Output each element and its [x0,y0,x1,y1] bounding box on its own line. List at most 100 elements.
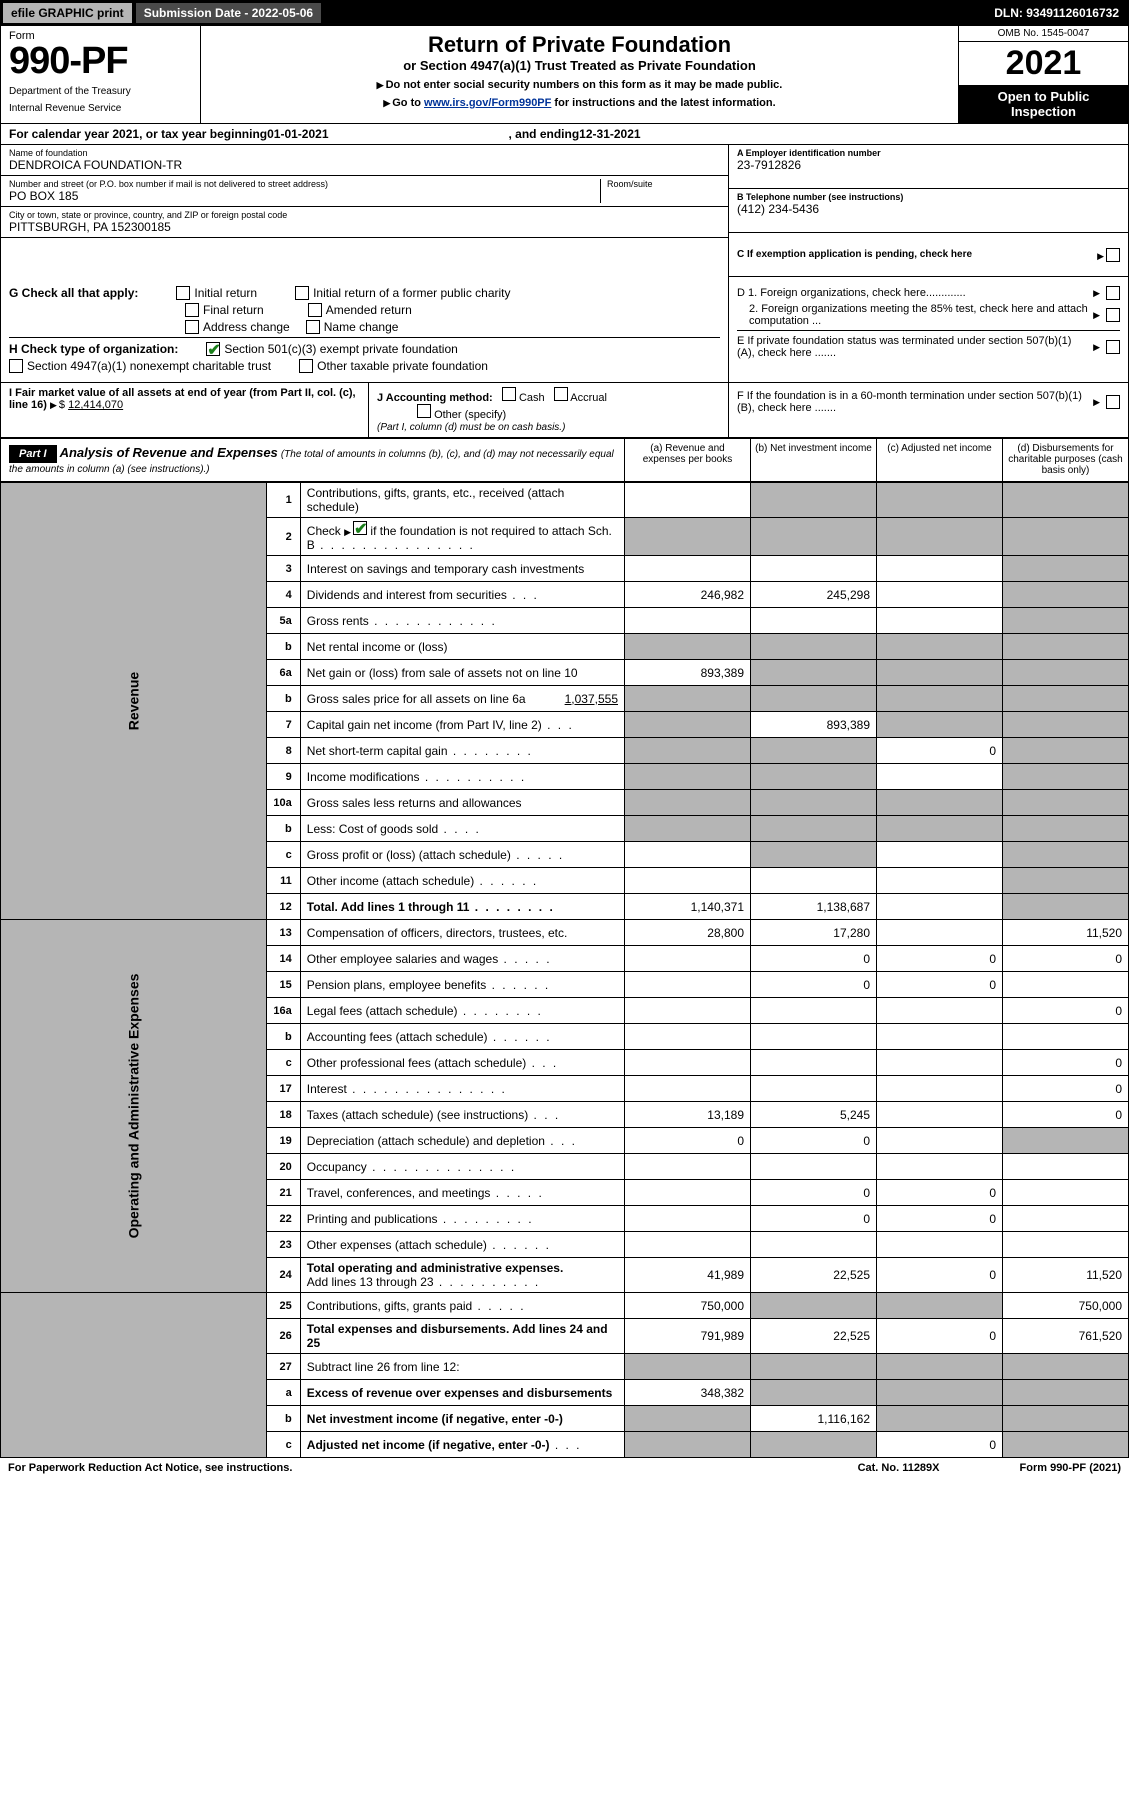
part1-tag: Part I [9,445,57,463]
addr-label: Number and street (or P.O. box number if… [9,179,600,189]
checkbox-name-change[interactable] [306,320,320,334]
row-27c: Adjusted net income (if negative, enter … [300,1432,624,1458]
form-header: Form 990-PF Department of the Treasury I… [0,26,1129,124]
open-public: Open to PublicInspection [959,85,1128,123]
form-title: Return of Private Foundation [213,32,946,58]
ein-label: A Employer identification number [737,148,1120,158]
dln-value: 93491126016732 [1026,6,1119,20]
checkbox-address-change[interactable] [185,320,199,334]
row-24: Total operating and administrative expen… [300,1258,624,1293]
phone-value: (412) 234-5436 [737,202,1120,216]
f-label: F If the foundation is in a 60-month ter… [737,390,1089,414]
subdate-value: 2022-05-06 [252,6,313,20]
row-27: Subtract line 26 from line 12: [300,1354,624,1380]
row-5a: Gross rents . . . . . . . . . . . . [300,608,624,634]
d1-label: D 1. Foreign organizations, check here..… [737,287,1089,299]
ein-value: 23-7912826 [737,158,1120,172]
row-25: Contributions, gifts, grants paid . . . … [300,1293,624,1319]
year-end: 12-31-2021 [579,127,640,141]
row-12: Total. Add lines 1 through 11 . . . . . … [300,894,624,920]
checkbox-initial-return[interactable] [176,286,190,300]
row-16b: Accounting fees (attach schedule) . . . … [300,1024,624,1050]
dept-irs: Internal Revenue Service [9,103,192,114]
foundation-name: DENDROICA FOUNDATION-TR [9,158,720,172]
row-26: Total expenses and disbursements. Add li… [300,1319,624,1354]
checkbox-d1[interactable] [1106,286,1120,300]
efile-chip[interactable]: efile GRAPHIC print [2,2,133,24]
d2-label: 2. Foreign organizations meeting the 85%… [737,303,1089,327]
row-4: Dividends and interest from securities .… [300,582,624,608]
row-7: Capital gain net income (from Part IV, l… [300,712,624,738]
g-label: G Check all that apply: [9,286,138,300]
checkbox-schb[interactable] [353,521,367,535]
checkbox-final-return[interactable] [185,303,199,317]
checkbox-amended[interactable] [308,303,322,317]
row-16a: Legal fees (attach schedule) . . . . . .… [300,998,624,1024]
row-21: Travel, conferences, and meetings . . . … [300,1180,624,1206]
col-d-header: (d) Disbursements for charitable purpose… [1002,439,1128,481]
row-27a: Excess of revenue over expenses and disb… [300,1380,624,1406]
row-10b: Less: Cost of goods sold . . . . [300,816,624,842]
col-a-header: (a) Revenue and expenses per books [624,439,750,481]
side-expenses: Operating and Administrative Expenses [125,974,141,1239]
row-9: Income modifications . . . . . . . . . . [300,764,624,790]
checkbox-initial-former[interactable] [295,286,309,300]
row-10c: Gross profit or (loss) (attach schedule)… [300,842,624,868]
footer: For Paperwork Reduction Act Notice, see … [0,1458,1129,1478]
checkbox-accrual[interactable] [554,387,568,401]
subdate-label: Submission Date - [144,6,252,20]
row-ijf: I Fair market value of all assets at end… [0,383,1129,438]
fmv-value: 12,414,070 [68,399,123,411]
form-subtitle: or Section 4947(a)(1) Trust Treated as P… [213,58,946,73]
city-label: City or town, state or province, country… [9,210,720,220]
name-label: Name of foundation [9,148,720,158]
row-18: Taxes (attach schedule) (see instruction… [300,1102,624,1128]
col-c-header: (c) Adjusted net income [876,439,1002,481]
checkbox-other-taxable[interactable] [299,359,313,373]
info-block: Name of foundation DENDROICA FOUNDATION-… [0,145,1129,277]
checkbox-c[interactable] [1106,248,1120,262]
financial-table: Revenue 1Contributions, gifts, grants, e… [0,482,1129,1458]
omb-number: OMB No. 1545-0047 [959,26,1128,42]
row-23: Other expenses (attach schedule) . . . .… [300,1232,624,1258]
row-2: Check if the foundation is not required … [300,518,624,556]
checkbox-d2[interactable] [1106,308,1120,322]
row-22: Printing and publications . . . . . . . … [300,1206,624,1232]
checkbox-other-method[interactable] [417,404,431,418]
note-ssn: Do not enter social security numbers on … [386,79,783,91]
calendar-year-row: For calendar year 2021, or tax year begi… [0,124,1129,145]
row-15: Pension plans, employee benefits . . . .… [300,972,624,998]
pra-notice: For Paperwork Reduction Act Notice, see … [8,1462,292,1474]
row-17: Interest . . . . . . . . . . . . . . . [300,1076,624,1102]
dln-label: DLN: 93491126016732 [986,3,1127,23]
row-20: Occupancy . . . . . . . . . . . . . . [300,1154,624,1180]
row-3: Interest on savings and temporary cash i… [300,556,624,582]
col-b-header: (b) Net investment income [750,439,876,481]
form-number: 990-PF [9,42,192,80]
top-bar: efile GRAPHIC print Submission Date - 20… [0,0,1129,26]
row-27b: Net investment income (if negative, ente… [300,1406,624,1432]
part1-header: Part I Analysis of Revenue and Expenses … [0,438,1129,482]
part1-title: Analysis of Revenue and Expenses [60,445,278,460]
checkbox-4947[interactable] [9,359,23,373]
room-label: Room/suite [607,179,720,189]
tax-year: 2021 [959,42,1128,85]
checkbox-cash[interactable] [502,387,516,401]
e-label: E If private foundation status was termi… [737,335,1089,359]
form-link[interactable]: www.irs.gov/Form990PF [424,97,551,109]
j-note: (Part I, column (d) must be on cash basi… [377,422,565,433]
exemption-label: C If exemption application is pending, c… [737,249,1097,260]
checks-block: G Check all that apply: Initial return I… [0,277,1129,383]
row-19: Depreciation (attach schedule) and deple… [300,1128,624,1154]
i-label: I Fair market value of all assets at end… [9,387,356,411]
checkbox-e[interactable] [1106,340,1120,354]
row-6a: Net gain or (loss) from sale of assets n… [300,660,624,686]
checkbox-f[interactable] [1106,395,1120,409]
row-14: Other employee salaries and wages . . . … [300,946,624,972]
checkbox-501c3[interactable] [206,342,220,356]
year-begin: 01-01-2021 [267,127,328,141]
row-6b: Gross sales price for all assets on line… [300,686,624,712]
form-ref: Form 990-PF (2021) [1020,1462,1121,1474]
row-16c: Other professional fees (attach schedule… [300,1050,624,1076]
h-label: H Check type of organization: [9,342,178,356]
